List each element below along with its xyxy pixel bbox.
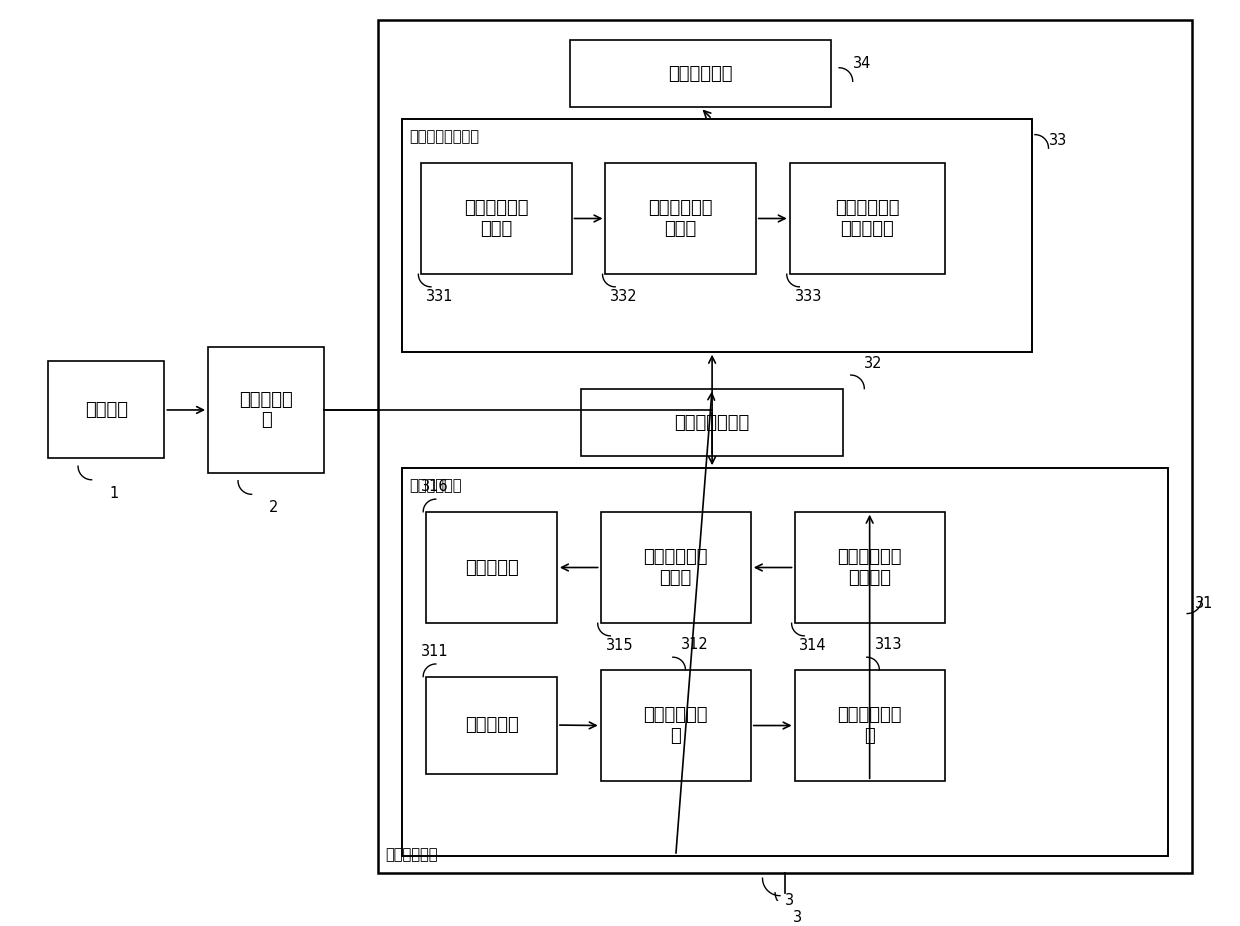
Text: 前沿时刻计算
子单元: 前沿时刻计算 子单元 [644, 548, 708, 587]
Text: 前沿检波单元: 前沿检波单元 [409, 478, 463, 493]
Text: 信号转换模
块: 信号转换模 块 [239, 391, 293, 430]
Bar [600, 669, 751, 782]
Bar [48, 361, 165, 458]
Text: 3: 3 [785, 893, 794, 908]
Bar [790, 163, 945, 274]
Text: 距离计算模块: 距离计算模块 [386, 846, 438, 862]
Bar [582, 389, 843, 457]
Text: 2: 2 [269, 500, 279, 515]
Text: 312: 312 [681, 637, 708, 652]
Text: 前沿时刻计算
子单元: 前沿时刻计算 子单元 [464, 199, 528, 238]
Text: 1: 1 [109, 485, 118, 501]
Bar [402, 469, 1168, 856]
Bar [795, 669, 945, 782]
Bar [600, 512, 751, 623]
Bar [569, 40, 831, 107]
Text: 333: 333 [795, 289, 822, 304]
Bar [795, 512, 945, 623]
Text: 31: 31 [1195, 596, 1213, 611]
Text: 316: 316 [422, 480, 449, 494]
Text: 313: 313 [874, 637, 901, 652]
Text: 314: 314 [800, 638, 827, 653]
Text: 331: 331 [427, 289, 454, 304]
Text: 332: 332 [610, 289, 637, 304]
Text: 3: 3 [792, 910, 802, 925]
Text: 直线拟合子单
元: 直线拟合子单 元 [644, 707, 708, 745]
Text: 后沿时刻计算
子单元: 后沿时刻计算 子单元 [649, 199, 713, 238]
Bar [402, 119, 1032, 352]
Text: 关闭子单元: 关闭子单元 [465, 558, 518, 577]
Bar [208, 347, 325, 473]
Text: 33: 33 [1049, 133, 1066, 148]
Text: 前沿采样点检
测子单元: 前沿采样点检 测子单元 [837, 548, 901, 587]
Bar [427, 512, 557, 623]
Text: 采样模块: 采样模块 [84, 401, 128, 419]
Text: 315: 315 [605, 638, 634, 653]
Text: 回波宽度计算单元: 回波宽度计算单元 [409, 129, 480, 144]
Text: 距离校正单元: 距离校正单元 [668, 65, 733, 82]
Text: 34: 34 [853, 56, 870, 71]
Text: 波形检测子单
元: 波形检测子单 元 [837, 707, 901, 745]
Bar [427, 677, 557, 773]
Text: 311: 311 [422, 644, 449, 659]
Bar [378, 20, 1192, 873]
Text: 距离差计算单元: 距离差计算单元 [675, 414, 750, 432]
Text: 启动子单元: 启动子单元 [465, 716, 518, 734]
Bar [605, 163, 755, 274]
Text: 波形宽度数据
计算子单元: 波形宽度数据 计算子单元 [835, 199, 899, 238]
Bar [422, 163, 572, 274]
Text: 32: 32 [864, 357, 883, 371]
